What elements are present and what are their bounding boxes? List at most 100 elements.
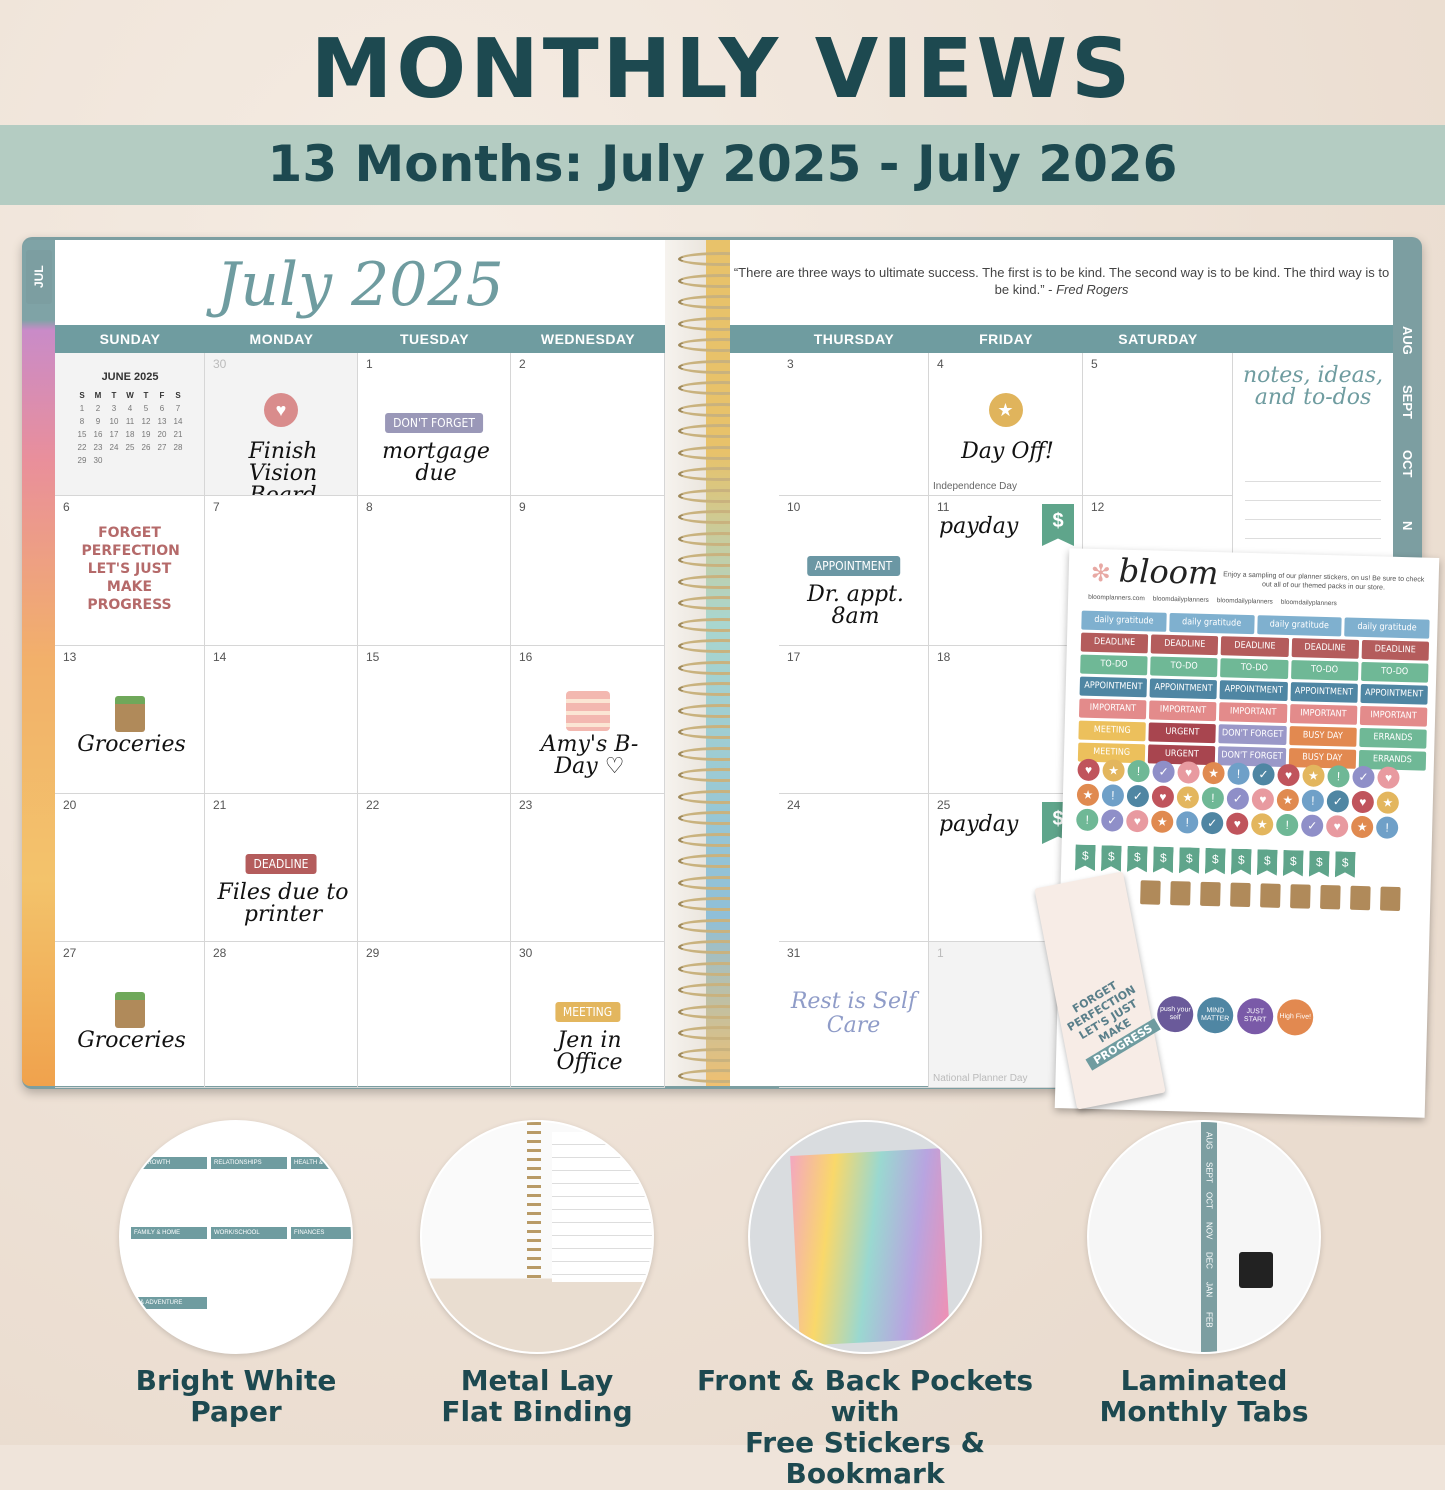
dollar-flag-icon: $ — [1153, 847, 1174, 874]
notes-title: notes, ideas, and to-dos — [1242, 363, 1384, 410]
icon-sticker: ♥ — [1151, 785, 1175, 809]
sheet-message: Enjoy a sampling of our planner stickers… — [1223, 571, 1425, 592]
icon-sticker: ★ — [1250, 813, 1274, 836]
icon-sticker: ★ — [1376, 791, 1400, 814]
quote-sticker: Rest is Self Care — [790, 989, 917, 1038]
feature-month-tab: SEPT — [1204, 1162, 1214, 1183]
notes-column: notes, ideas, and to-dos — [1233, 353, 1393, 1086]
mini-day — [122, 454, 138, 467]
day-number: 24 — [787, 798, 801, 812]
day-cell[interactable]: 5 — [1083, 353, 1233, 496]
month-title: July 2025 — [216, 250, 504, 320]
dollar-flag-icon: $ — [1075, 845, 1096, 872]
month-tab[interactable]: N — [1393, 496, 1422, 556]
icon-sticker: ★ — [1350, 815, 1374, 839]
day-cell[interactable]: 2 — [511, 353, 665, 496]
handwritten-note: payday — [939, 514, 1019, 539]
month-tab[interactable]: OCT — [1393, 434, 1422, 494]
mini-day: 26 — [141, 443, 151, 452]
dollar-flag-icon: $ — [1283, 850, 1304, 877]
feature-label-line2: Paper — [190, 1395, 282, 1428]
day-cell[interactable]: 16 Amy's B-Day ♡ — [511, 646, 665, 794]
day-cell[interactable]: JUNE 2025 S M T W T F S 1 2 3 4 5 6 7 8 9 10 11 12 13 14 15 16 1… — [55, 353, 205, 496]
day-cell[interactable]: 30 ♥ Finish Vision Board — [205, 353, 358, 496]
feature-label: Metal Lay Flat Binding — [347, 1365, 727, 1427]
mini-day: 6 — [159, 404, 165, 413]
day-cell[interactable]: 22 — [358, 794, 511, 942]
feature-image-binding — [420, 1120, 654, 1354]
mini-day: 5 — [143, 404, 149, 413]
grocery-bag-icon — [1350, 885, 1371, 911]
mini-day: 12 — [141, 417, 151, 426]
day-cell[interactable]: 7 — [205, 496, 358, 646]
day-cell[interactable]: 23 — [511, 794, 665, 942]
motivation-sticker: MIND MATTER — [1196, 996, 1234, 1034]
mini-day: 8 — [79, 417, 85, 426]
day-cell[interactable]: 29 — [358, 942, 511, 1088]
day-cell[interactable]: 9 — [511, 496, 665, 646]
paper-heading: HEALTH & F — [291, 1157, 351, 1169]
day-cell[interactable]: 3 — [779, 353, 929, 496]
day-number: 27 — [63, 946, 77, 960]
feature-month-tab: OCT — [1204, 1192, 1214, 1209]
day-cell[interactable]: 31 Rest is Self Care — [779, 942, 929, 1088]
mini-calendar-table: S M T W T F S 1 2 3 4 5 6 7 8 9 10 11 12 13 14 15 16 17 18 19 20 21… — [74, 389, 186, 467]
sticker-don-t-forget: DON'T FORGET — [385, 413, 483, 433]
dollar-sticker-icon: $ — [1042, 504, 1074, 546]
headline: MONTHLY VIEWS — [310, 22, 1135, 117]
day-number: 13 — [63, 650, 77, 664]
day-cell[interactable]: 8 — [358, 496, 511, 646]
mini-day: 1 — [79, 404, 85, 413]
handwritten-note: mortgage due — [382, 439, 490, 486]
day-cell[interactable]: 4 ★ Day Off! Independence Day — [929, 353, 1083, 496]
social-handle: bloomdailyplanners — [1280, 598, 1337, 608]
grocery-bag-icon — [1200, 881, 1221, 907]
day-cell[interactable]: 17 — [779, 646, 929, 794]
day-cell[interactable]: 21 DEADLINE Files due to printer — [205, 794, 358, 942]
subheadline: 13 Months: July 2025 - July 2026 — [267, 135, 1178, 193]
handwritten-note: Amy's B-Day ♡ — [540, 732, 639, 779]
day-cell[interactable]: 18 — [929, 646, 1083, 794]
feature-label: Front & Back Pockets with Free Stickers &… — [675, 1365, 1055, 1489]
icon-sticker: ! — [1275, 813, 1299, 837]
mini-calendar: JUNE 2025 S M T W T F S 1 2 3 4 5 6 7 8 9 10 11 12 13 14 15 16 1… — [65, 371, 195, 467]
mini-day: 9 — [95, 417, 101, 426]
day-cell[interactable]: 15 — [358, 646, 511, 794]
icon-sticker: ! — [1175, 811, 1199, 834]
day-cell[interactable]: 14 — [205, 646, 358, 794]
grocery-bag-icon — [1260, 883, 1281, 908]
mini-day: 10 — [109, 417, 119, 426]
mini-day: 19 — [141, 430, 151, 439]
day-number: 14 — [213, 650, 227, 664]
label-sticker: URGENT — [1148, 722, 1217, 744]
day-cell[interactable]: 20 — [55, 794, 205, 942]
holiday-note: National Planner Day — [933, 1073, 1028, 1084]
weekday-header-left: SUNDAY MONDAY TUESDAY WEDNESDAY — [55, 325, 665, 353]
planner-cover — [790, 1148, 950, 1346]
day-number: 11 — [937, 500, 950, 514]
month-tab[interactable]: SEPT — [1393, 372, 1422, 432]
mini-day: 17 — [109, 430, 119, 439]
day-number: 12 — [1091, 500, 1105, 514]
day-cell[interactable]: 6 FORGET PERFECTION LET'S JUST MAKE PROGR… — [55, 496, 205, 646]
day-cell[interactable]: 27 Groceries — [55, 942, 205, 1088]
day-cell[interactable]: 24 — [779, 794, 929, 942]
day-cell[interactable]: 11 payday $ — [929, 496, 1083, 646]
day-cell[interactable]: 30 MEETING Jen in Office — [511, 942, 665, 1088]
feature-month-tab: FEB — [1204, 1312, 1214, 1328]
day-cell[interactable]: 1 DON'T FORGET mortgage due — [358, 353, 511, 496]
dollar-flag-icon: $ — [1101, 845, 1122, 872]
label-sticker: DEADLINE — [1221, 636, 1289, 658]
month-tab-jul[interactable]: JUL — [26, 250, 52, 304]
dollar-flag-icon: $ — [1179, 847, 1200, 874]
label-sticker: TO-DO — [1150, 656, 1218, 678]
day-cell[interactable]: 13 Groceries — [55, 646, 205, 794]
month-tab[interactable]: AUG — [1393, 310, 1422, 370]
dollar-flag-icon: $ — [1309, 851, 1330, 878]
mini-calendar-title: JUNE 2025 — [101, 371, 159, 383]
day-number: 2 — [519, 357, 526, 371]
day-cell[interactable]: 28 — [205, 942, 358, 1088]
day-cell[interactable]: 10 APPOINTMENT Dr. appt. 8am — [779, 496, 929, 646]
day-number: 30 — [213, 357, 227, 371]
day-number: 29 — [366, 946, 380, 960]
